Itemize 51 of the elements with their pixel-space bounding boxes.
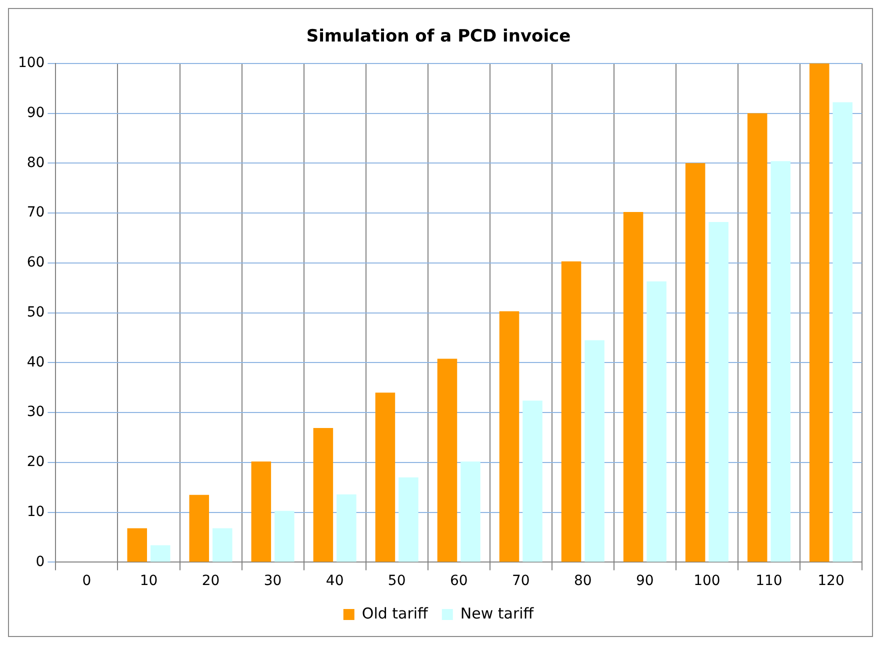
x-tick-label: 100 — [694, 573, 720, 590]
y-tick-label: 30 — [26, 404, 45, 420]
x-tick-label: 50 — [388, 573, 406, 590]
legend-label: Old tariff — [362, 604, 429, 622]
y-tick-label: 40 — [26, 354, 45, 370]
chart-title: Simulation of a PCD invoice — [306, 26, 571, 47]
x-tick-label: 40 — [326, 573, 344, 590]
y-tick-label: 100 — [18, 55, 45, 72]
bar — [832, 102, 853, 562]
x-tick-label: 60 — [450, 573, 468, 590]
bar — [522, 400, 542, 562]
y-tick-label: 10 — [26, 504, 45, 520]
x-tick-label: 10 — [140, 573, 158, 590]
x-tick-label: 0 — [82, 573, 92, 590]
y-tick-label: 70 — [26, 204, 45, 221]
x-tick-label: 70 — [512, 573, 530, 590]
y-tick-label: 80 — [26, 154, 45, 171]
x-tick-label: 20 — [202, 573, 220, 590]
x-tick-label: 30 — [264, 573, 282, 590]
y-tick-label: 60 — [26, 254, 45, 271]
bar — [809, 63, 830, 562]
x-tick-label: 120 — [818, 573, 844, 590]
bar — [708, 222, 728, 562]
y-tick-label: 90 — [26, 104, 45, 121]
x-tick-label: 80 — [574, 573, 592, 590]
bar — [460, 461, 480, 562]
bar — [584, 340, 604, 562]
bar — [770, 161, 790, 562]
bar — [623, 212, 644, 562]
bar — [212, 528, 232, 562]
legend-label: New tariff — [460, 604, 534, 622]
bar — [398, 477, 418, 562]
x-tick-label: 110 — [756, 573, 782, 590]
y-tick-label: 20 — [26, 454, 45, 470]
bar — [313, 428, 334, 562]
bar — [437, 358, 458, 562]
bar — [499, 311, 520, 562]
y-tick-label: 0 — [36, 554, 45, 570]
bar — [561, 261, 582, 562]
bar — [375, 392, 396, 562]
bar — [336, 494, 356, 562]
bar — [189, 494, 210, 562]
bar — [646, 281, 666, 562]
bar — [251, 461, 272, 562]
y-tick-label: 50 — [26, 304, 45, 320]
bar — [127, 528, 148, 562]
bar — [685, 163, 706, 562]
bar — [274, 510, 294, 562]
bar — [150, 545, 170, 562]
x-tick-label: 90 — [636, 573, 654, 590]
bar — [747, 113, 768, 562]
